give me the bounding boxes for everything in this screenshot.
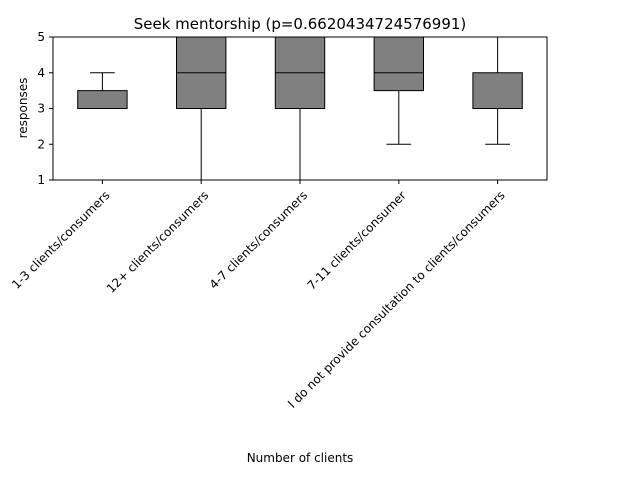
x-tick-label: 12+ clients/consumers [104,188,212,296]
y-tick-label: 4 [37,66,45,80]
x-axis-label: Number of clients [247,451,354,465]
x-tick-label: I do not provide consultation to clients… [285,188,508,411]
box-5 [472,72,523,109]
box-1 [77,90,128,109]
y-axis-label: responses [16,78,30,139]
y-tick-label: 1 [37,173,45,187]
box-4 [373,36,425,92]
chart-title: Seek mentorship (p=0.6620434724576991) [134,15,467,33]
x-tick-label: 1-3 clients/consumers [9,188,112,291]
x-tick-label: 7-11 clients/consumer [304,188,408,292]
y-tick-label: 5 [37,30,45,44]
y-tick-label: 2 [37,137,45,151]
y-tick-label: 3 [37,102,45,116]
x-tick-label: 4-7 clients/consumers [207,188,310,291]
